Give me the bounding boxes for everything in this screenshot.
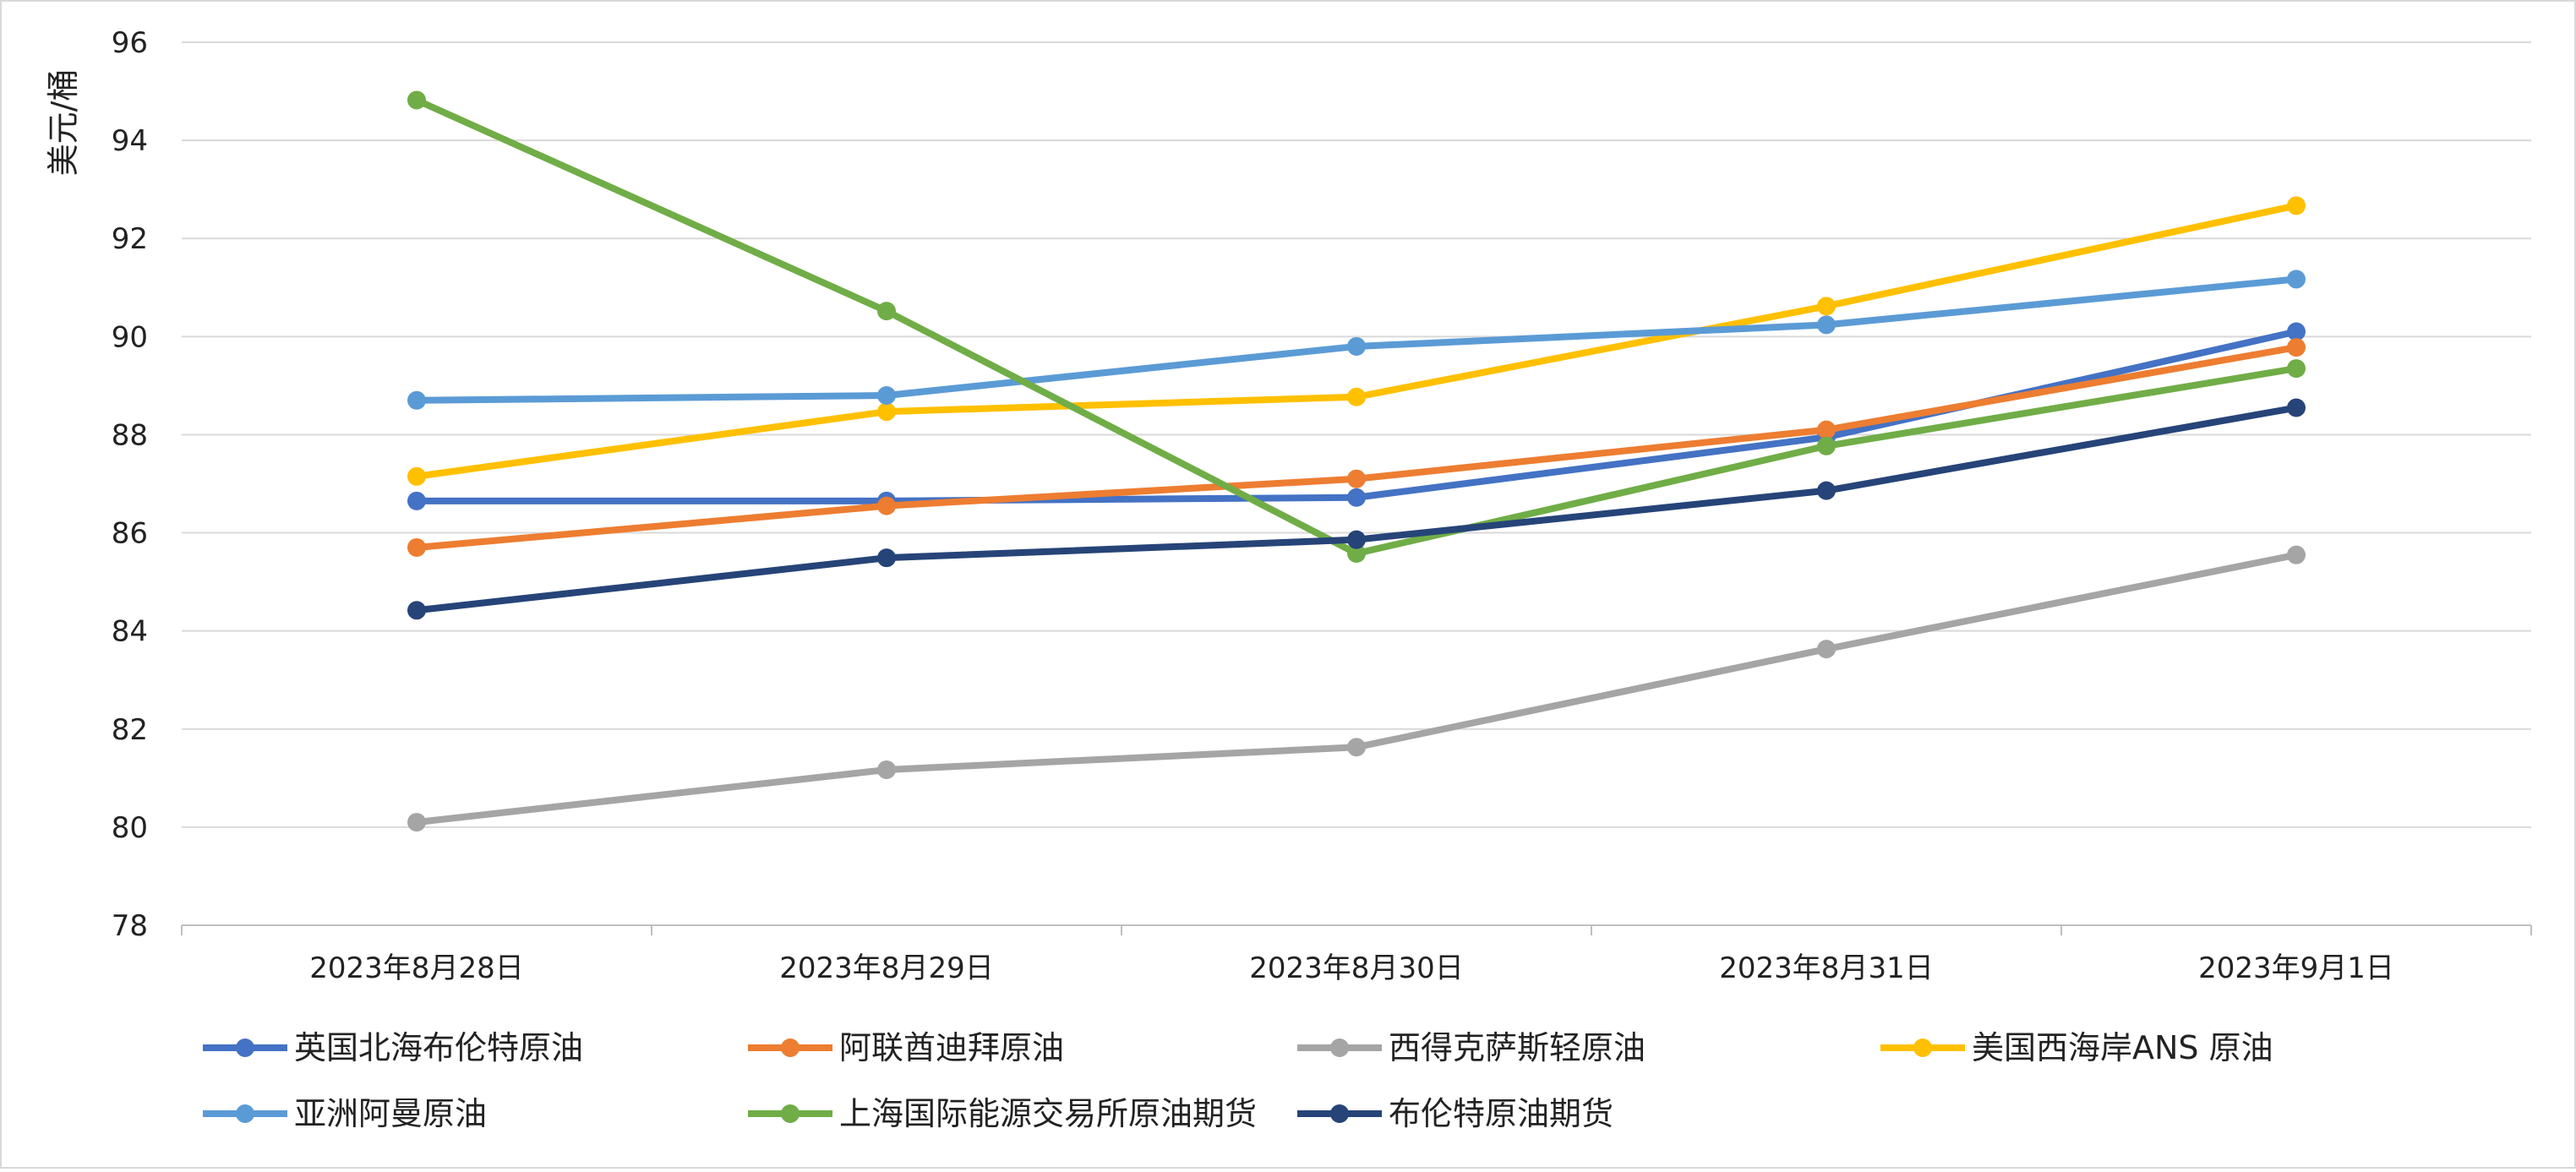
data-point bbox=[1347, 488, 1366, 507]
legend-label: 布伦特原油期货 bbox=[1389, 1095, 1613, 1132]
data-point bbox=[2287, 270, 2306, 289]
data-point bbox=[1347, 469, 1366, 488]
data-point bbox=[407, 90, 426, 110]
legend-item: 布伦特原油期货 bbox=[1297, 1095, 1613, 1132]
data-point bbox=[877, 548, 896, 568]
series-group bbox=[407, 338, 2306, 557]
y-tick-label: 88 bbox=[112, 418, 148, 452]
axes: 78 80 82 84 86 88 90 92 94 96 2023年8月28日 2023年8月29日… bbox=[112, 26, 2532, 985]
data-point bbox=[1817, 436, 1836, 455]
data-point bbox=[1347, 336, 1366, 356]
data-point bbox=[1817, 481, 1836, 500]
y-tick-label: 90 bbox=[112, 320, 148, 354]
legend-item: 亚洲阿曼原油 bbox=[203, 1095, 487, 1132]
data-point bbox=[877, 402, 896, 422]
data-point bbox=[1347, 738, 1366, 757]
legend-swatch-marker bbox=[781, 1104, 800, 1123]
legend: 英国北海布伦特原油 阿联酋迪拜原油 西得克萨斯轻原油 美国西海岸ANS 原油亚洲阿曼原… bbox=[203, 1029, 2273, 1132]
legend-item: 西得克萨斯轻原油 bbox=[1297, 1029, 1645, 1066]
y-tick-label: 92 bbox=[112, 222, 148, 256]
legend-swatch-marker bbox=[1913, 1038, 1932, 1057]
y-tick-label: 86 bbox=[112, 517, 148, 551]
data-point bbox=[877, 302, 896, 321]
legend-label: 西得克萨斯轻原油 bbox=[1389, 1029, 1645, 1066]
data-point bbox=[1347, 387, 1366, 406]
y-tick-label: 82 bbox=[112, 713, 148, 747]
data-point bbox=[407, 390, 426, 410]
legend-item: 阿联酋迪拜原油 bbox=[748, 1029, 1064, 1066]
legend-swatch-marker bbox=[236, 1038, 254, 1057]
y-tick-label: 94 bbox=[112, 124, 148, 158]
data-point bbox=[2287, 359, 2306, 379]
legend-swatch-marker bbox=[1330, 1038, 1349, 1057]
data-point bbox=[1817, 315, 1836, 335]
data-point bbox=[877, 386, 896, 405]
data-point bbox=[407, 601, 426, 620]
x-tick-label: 2023年9月1日 bbox=[2198, 951, 2394, 985]
data-point bbox=[877, 760, 896, 779]
y-tick-label: 84 bbox=[112, 615, 148, 649]
legend-swatch-marker bbox=[1330, 1104, 1349, 1123]
y-axis-label: 美元/桶 bbox=[45, 69, 82, 177]
data-point bbox=[877, 496, 896, 515]
legend-label: 上海国际能源交易所原油期货 bbox=[839, 1095, 1257, 1132]
series-group bbox=[407, 90, 2306, 563]
y-tick-label: 80 bbox=[112, 811, 148, 845]
series-group bbox=[407, 270, 2306, 410]
data-point bbox=[1347, 530, 1366, 549]
series-lines bbox=[407, 90, 2306, 832]
legend-swatch-marker bbox=[781, 1038, 800, 1057]
legend-item: 英国北海布伦特原油 bbox=[203, 1029, 583, 1066]
legend-item: 美国西海岸ANS 原油 bbox=[1880, 1029, 2273, 1066]
legend-label: 美国西海岸ANS 原油 bbox=[1972, 1029, 2273, 1066]
data-point bbox=[407, 537, 426, 557]
y-tick-label: 78 bbox=[112, 909, 148, 943]
x-tick-label: 2023年8月29日 bbox=[779, 951, 993, 985]
data-point bbox=[1817, 420, 1836, 439]
y-tick-label: 96 bbox=[112, 26, 148, 60]
data-point bbox=[407, 466, 426, 486]
x-tick-label: 2023年8月28日 bbox=[309, 951, 523, 985]
legend-label: 英国北海布伦特原油 bbox=[294, 1029, 583, 1066]
data-point bbox=[407, 491, 426, 510]
legend-label: 亚洲阿曼原油 bbox=[294, 1095, 487, 1132]
legend-label: 阿联酋迪拜原油 bbox=[839, 1029, 1064, 1066]
data-point bbox=[2287, 398, 2306, 417]
series-group bbox=[407, 545, 2306, 832]
legend-swatch-marker bbox=[236, 1104, 254, 1123]
data-point bbox=[2287, 322, 2306, 341]
legend-item: 上海国际能源交易所原油期货 bbox=[748, 1095, 1257, 1132]
data-point bbox=[407, 813, 426, 832]
data-point bbox=[2287, 338, 2306, 357]
x-tick-label: 2023年8月31日 bbox=[1719, 951, 1933, 985]
data-point bbox=[1817, 297, 1836, 316]
data-point bbox=[1347, 543, 1366, 563]
data-point bbox=[2287, 196, 2306, 215]
x-tick-label: 2023年8月30日 bbox=[1249, 951, 1463, 985]
data-point bbox=[2287, 545, 2306, 564]
series-group bbox=[407, 398, 2306, 620]
series-group bbox=[407, 196, 2306, 486]
data-point bbox=[1817, 640, 1836, 659]
